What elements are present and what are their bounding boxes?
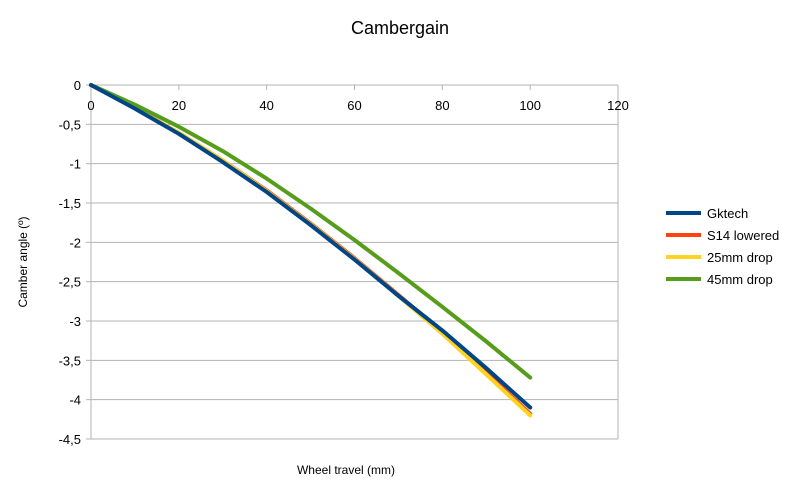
y-tick-label: -3,5 [59, 353, 81, 368]
series-line-25mm-drop [89, 83, 533, 418]
x-tick-label: 80 [435, 98, 449, 113]
y-tick-label: -2,5 [59, 275, 81, 290]
legend-label: S14 lowered [707, 228, 779, 243]
y-tick-label: -1 [69, 157, 81, 172]
y-tick-label: -0,5 [59, 117, 81, 132]
x-tick-label: 0 [87, 98, 94, 113]
legend-label: 45mm drop [707, 272, 773, 287]
y-axis-label: Camber angle (º) [16, 216, 30, 307]
x-tick-label: 100 [519, 98, 541, 113]
series-layer [89, 83, 533, 418]
chart-title: Cambergain [351, 18, 449, 38]
legend: Gktech S14 lowered 25mm drop 45mm drop [666, 206, 779, 287]
y-tick-label: -2 [69, 235, 81, 250]
legend-label: 25mm drop [707, 250, 773, 265]
x-tick-label: 40 [259, 98, 273, 113]
y-tick-label: 0 [74, 78, 81, 93]
x-tick-label: 20 [172, 98, 186, 113]
x-tick-label: 60 [347, 98, 361, 113]
x-tick-label: 120 [607, 98, 629, 113]
axis-layer: 0 -0,5 -1 -1,5 -2 -2,5 -3 -3,5 -4 -4,5 0 20 40 60 80 10… [59, 78, 629, 447]
y-tick-label: -3 [69, 314, 81, 329]
series-line-gktech [89, 83, 533, 410]
y-tick-label: -4 [69, 393, 81, 408]
y-tick-label: -4,5 [59, 432, 81, 447]
series-line-s14-lowered [89, 83, 533, 416]
legend-label: Gktech [707, 206, 748, 221]
y-tick-label: -1,5 [59, 196, 81, 211]
x-axis-label: Wheel travel (mm) [297, 463, 395, 477]
series-line-45mm-drop [89, 83, 533, 380]
